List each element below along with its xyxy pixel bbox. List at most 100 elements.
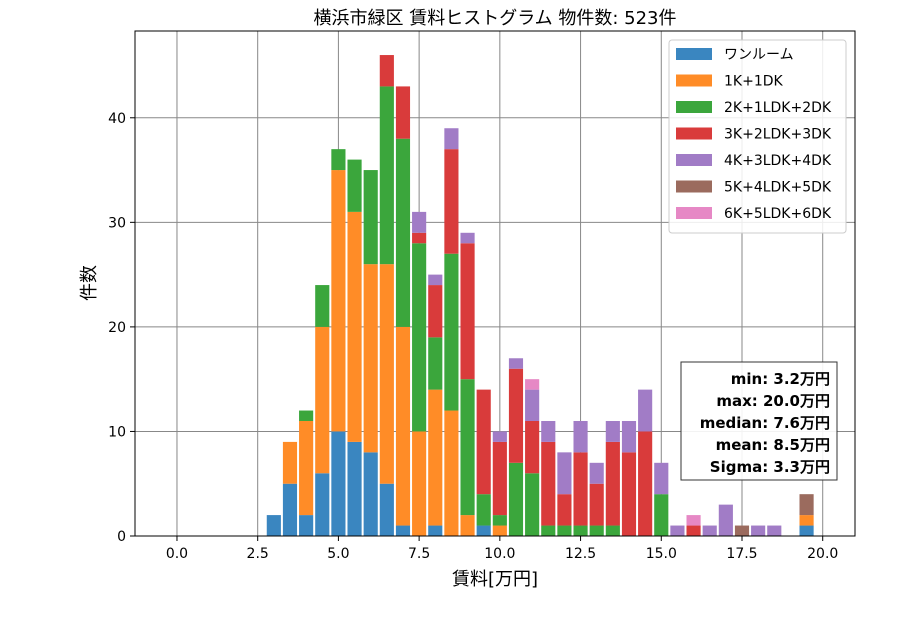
histogram-bar-segment bbox=[428, 337, 443, 390]
histogram-bar-segment bbox=[492, 525, 507, 536]
histogram-bar-segment bbox=[605, 441, 620, 526]
legend-swatch bbox=[676, 127, 712, 140]
histogram-bar-segment bbox=[412, 431, 427, 536]
legend-entry-label: 1K+1DK bbox=[724, 74, 784, 90]
histogram-bar-segment bbox=[395, 138, 411, 327]
histogram-bar-segment bbox=[605, 420, 620, 442]
x-tick-label: 15.0 bbox=[646, 546, 677, 562]
legend-entry-label: 6K+5LDK+6DK bbox=[724, 206, 832, 222]
histogram-bar-segment bbox=[412, 211, 427, 233]
legend: ワンルーム 1K+1DK 2K+1LDK+2DK 3K+2LDK+3DK 4K+3LDK… bbox=[668, 39, 847, 234]
x-tick-label: 10.0 bbox=[484, 546, 515, 562]
histogram-bar-segment bbox=[734, 525, 750, 536]
histogram-bar-segment bbox=[654, 494, 669, 536]
histogram-bar-segment bbox=[525, 473, 540, 536]
y-tick-label: 0 bbox=[117, 529, 126, 545]
histogram-bar-segment bbox=[589, 483, 604, 526]
legend-entry-label: 5K+4LDK+5DK bbox=[724, 180, 832, 196]
legend-box bbox=[668, 39, 847, 234]
histogram-bar-segment bbox=[299, 410, 314, 421]
histogram-bar-segment bbox=[476, 525, 491, 536]
histogram-bar-segment bbox=[573, 452, 588, 526]
histogram-bar-segment bbox=[315, 285, 330, 327]
x-axis-ticks: 0.0 2.5 5.0 7.5 10.0 12.5 15.0 17.5 20.0 bbox=[166, 536, 838, 562]
x-tick-label: 2.5 bbox=[247, 546, 269, 562]
histogram-bar-segment bbox=[331, 149, 346, 171]
x-axis-label: 賃料[万円] bbox=[452, 569, 538, 590]
histogram-bar-segment bbox=[460, 232, 475, 244]
y-tick-label: 20 bbox=[108, 320, 126, 336]
histogram-bar-segment bbox=[702, 525, 717, 536]
legend-swatch bbox=[676, 207, 712, 219]
histogram-bar-segment bbox=[331, 170, 346, 432]
histogram-bar-segment bbox=[363, 264, 378, 453]
histogram-bar-segment bbox=[573, 525, 588, 536]
histogram-bar-segment bbox=[525, 420, 540, 474]
y-tick-label: 10 bbox=[108, 424, 126, 440]
legend-entry-label: 4K+3LDK+4DK bbox=[724, 153, 832, 169]
histogram-bar-segment bbox=[299, 515, 314, 536]
histogram-bar-segment bbox=[444, 149, 459, 254]
x-tick-label: 17.5 bbox=[726, 546, 757, 562]
histogram-bar-segment bbox=[508, 358, 524, 369]
histogram-bar-segment bbox=[412, 232, 427, 244]
histogram-bar-segment bbox=[541, 420, 556, 442]
histogram-bar-segment bbox=[557, 525, 572, 536]
histogram-bar-segment bbox=[525, 379, 540, 390]
histogram-bar-segment bbox=[331, 431, 346, 536]
histogram-bar-segment bbox=[718, 504, 733, 536]
histogram-bar-segment bbox=[589, 462, 604, 484]
histogram-bar-segment bbox=[492, 431, 507, 442]
y-axis-label: 件数 bbox=[79, 265, 100, 301]
histogram-bar-segment bbox=[492, 515, 507, 526]
histogram-bar-segment bbox=[492, 441, 507, 516]
histogram-bar-segment bbox=[347, 159, 362, 212]
stats-line: mean: 8.5万円 bbox=[716, 436, 830, 454]
histogram-bar-segment bbox=[460, 379, 475, 516]
stats-line: min: 3.2万円 bbox=[731, 370, 830, 388]
histogram-bar-segment bbox=[282, 483, 298, 536]
plot-frame bbox=[134, 30, 856, 537]
legend-entry-label: 2K+1LDK+2DK bbox=[724, 100, 832, 116]
histogram-bar-segment bbox=[412, 243, 427, 432]
histogram-bar-segment bbox=[379, 55, 394, 87]
histogram-bar-segment bbox=[315, 326, 330, 474]
histogram-bar-segment bbox=[767, 525, 782, 536]
histogram-bars bbox=[266, 55, 814, 536]
histogram-bar-segment bbox=[476, 389, 491, 495]
histogram-bar-segment bbox=[621, 420, 637, 453]
x-tick-label: 5.0 bbox=[327, 546, 349, 562]
histogram-bar-segment bbox=[476, 494, 491, 526]
histogram-bar-segment bbox=[654, 462, 669, 495]
histogram-bar-segment bbox=[428, 525, 443, 536]
histogram-bar-segment bbox=[428, 389, 443, 526]
legend-entry-label: 3K+2LDK+3DK bbox=[724, 127, 832, 143]
histogram-bar-segment bbox=[751, 525, 766, 536]
histogram-bar-segment bbox=[557, 494, 572, 526]
histogram-bar-segment bbox=[621, 452, 637, 536]
x-tick-label: 7.5 bbox=[408, 546, 430, 562]
histogram-bar-segment bbox=[428, 274, 443, 286]
histogram-bar-segment bbox=[363, 170, 378, 265]
legend-swatch bbox=[676, 180, 712, 193]
x-tick-label: 20.0 bbox=[807, 546, 838, 562]
legend-swatch bbox=[676, 101, 712, 113]
histogram-bar-segment bbox=[460, 515, 475, 536]
histogram-bar-segment bbox=[299, 420, 314, 516]
histogram-bar-segment bbox=[605, 525, 620, 536]
x-tick-label: 12.5 bbox=[565, 546, 596, 562]
stats-line: median: 7.6万円 bbox=[700, 414, 830, 432]
histogram-bar-segment bbox=[541, 525, 556, 536]
histogram-bar-segment bbox=[541, 441, 556, 526]
histogram-bar-segment bbox=[395, 326, 411, 526]
histogram-bar-segment bbox=[686, 525, 701, 536]
histogram-bar-segment bbox=[444, 128, 459, 150]
chart-title: 横浜市緑区 賃料ヒストグラム 物件数: 523件 bbox=[313, 8, 676, 29]
legend-swatch bbox=[676, 74, 712, 87]
histogram-bar-segment bbox=[266, 515, 281, 536]
histogram-bar-segment bbox=[638, 431, 653, 536]
legend-swatch bbox=[676, 48, 712, 60]
histogram-bar-segment bbox=[508, 462, 524, 536]
histogram-bar-segment bbox=[444, 253, 459, 411]
histogram-bar-segment bbox=[395, 525, 411, 536]
